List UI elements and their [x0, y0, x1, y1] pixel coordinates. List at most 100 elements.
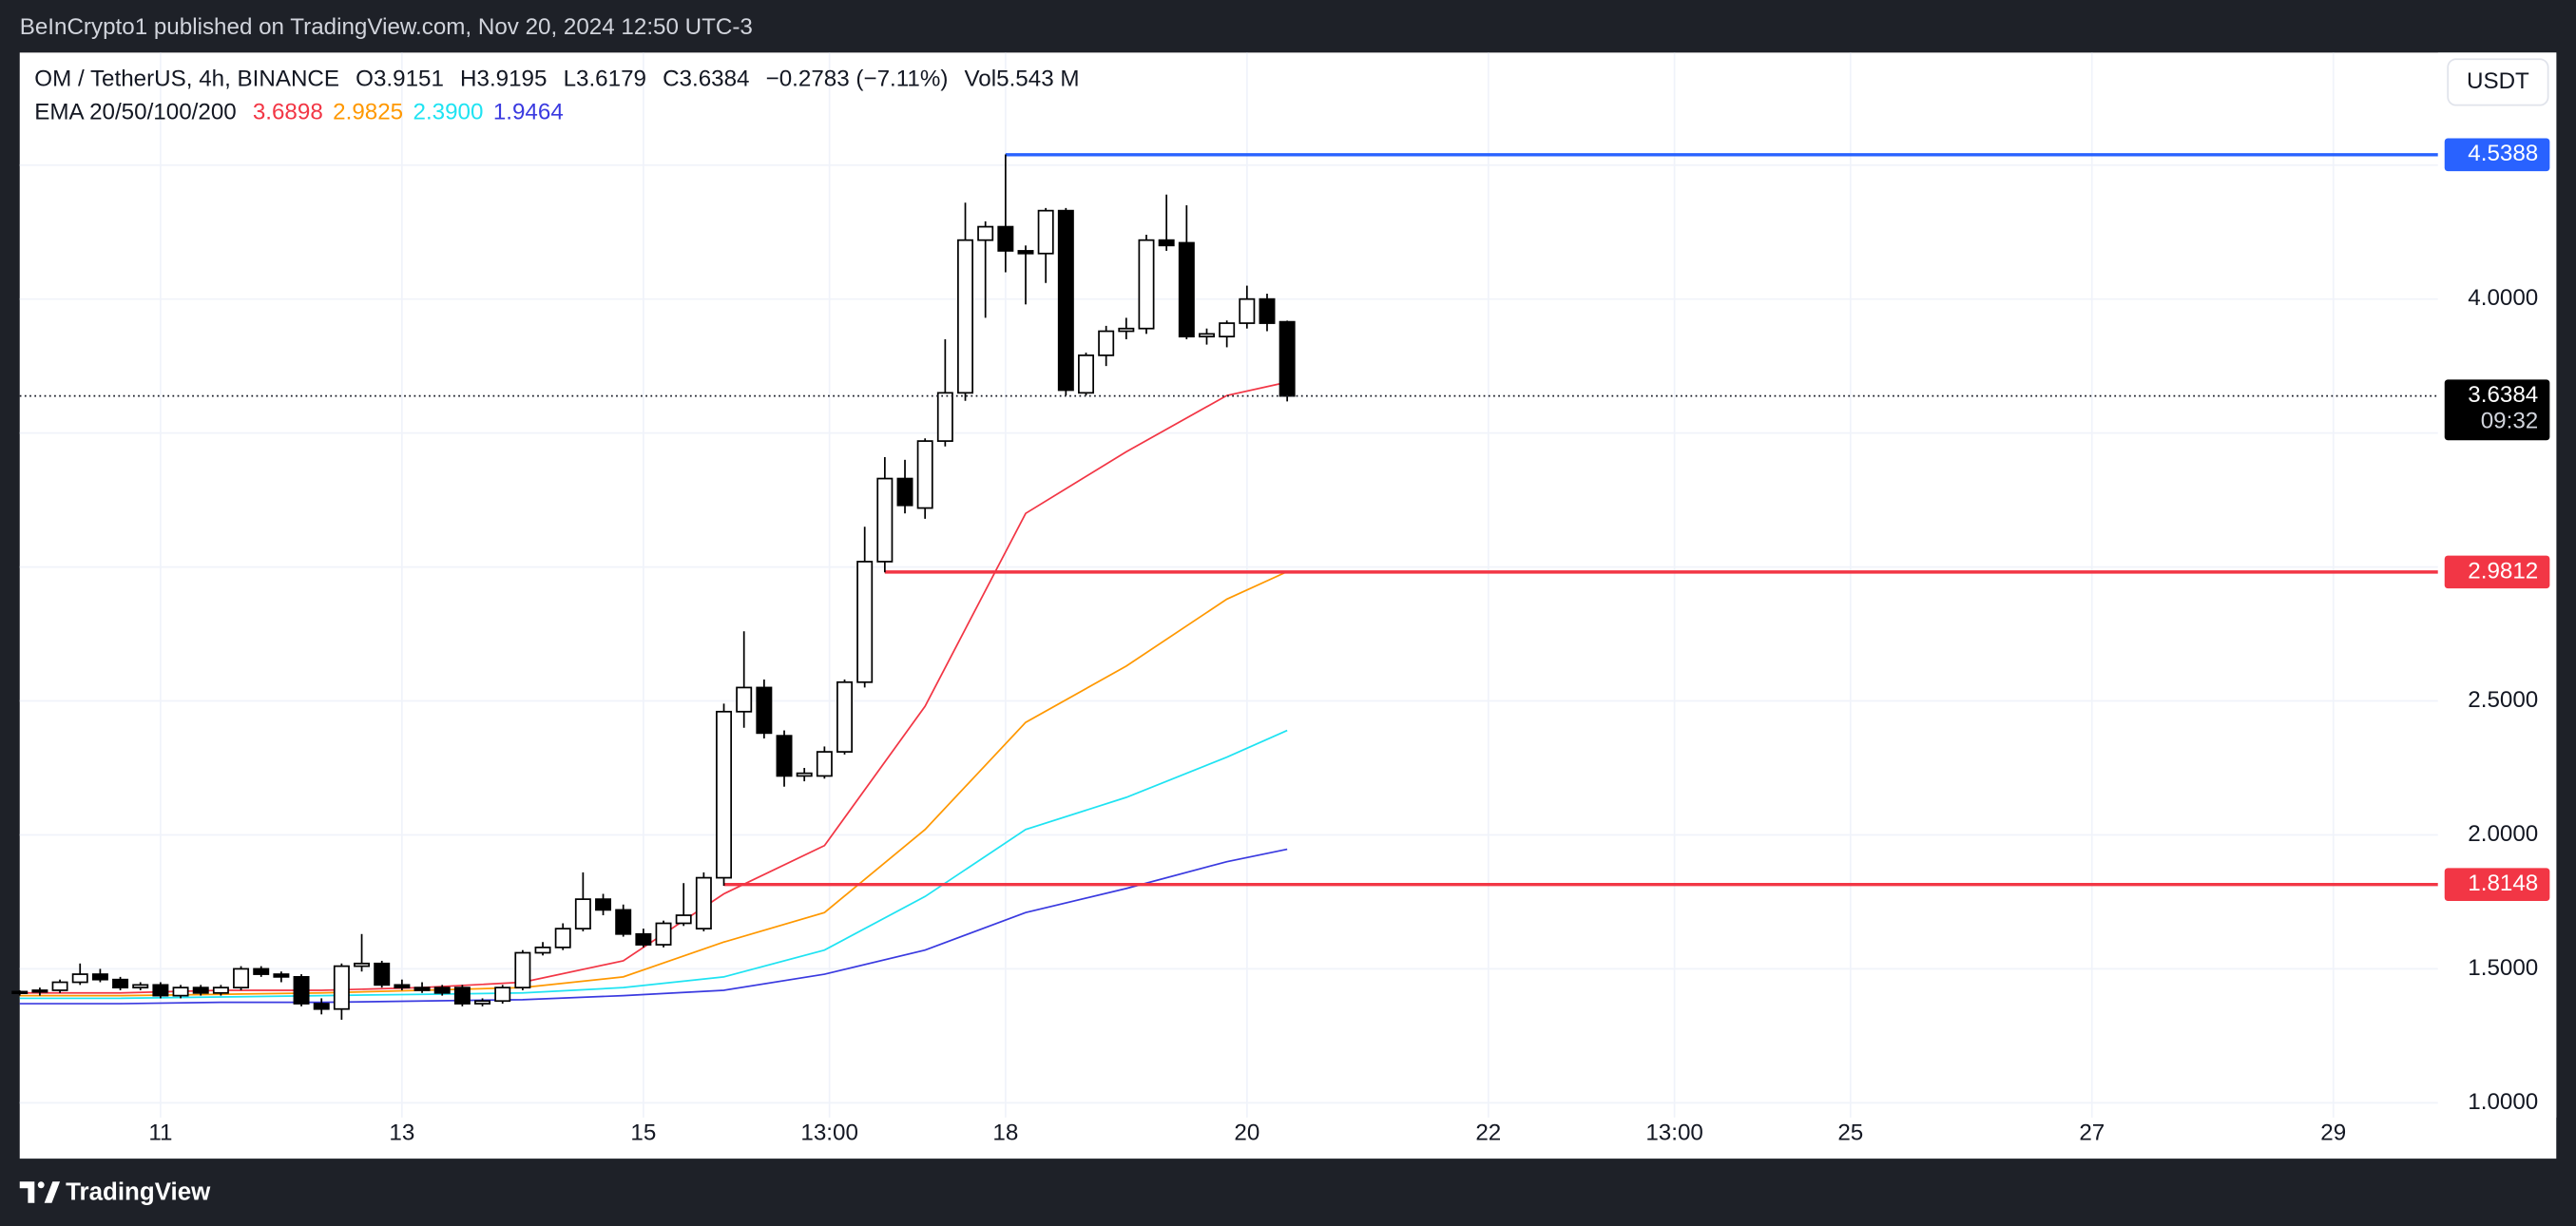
- level-label: 4.5388: [2468, 141, 2538, 166]
- ema-line: [19, 570, 1288, 997]
- logo-mark: [44, 1181, 61, 1203]
- candle-body: [635, 932, 652, 946]
- candle-body: [957, 239, 973, 394]
- y-tick-label: 2.5000: [2468, 687, 2538, 713]
- candle-body: [936, 392, 953, 442]
- levels: [723, 153, 2438, 887]
- candle-body: [554, 928, 571, 948]
- candle-body: [977, 225, 994, 241]
- brand: TradingView: [66, 1178, 211, 1205]
- candle-body: [1199, 333, 1215, 338]
- x-tick-label: 13: [389, 1121, 414, 1146]
- y-tick-label: 4.0000: [2468, 285, 2538, 311]
- candle-body: [916, 440, 933, 509]
- candle-body: [11, 990, 29, 994]
- countdown: 09:32: [2481, 409, 2539, 434]
- candle-body: [1239, 297, 1256, 324]
- ema-line: [19, 381, 1288, 994]
- candle-body: [132, 984, 149, 989]
- time-axis: 11 13 15 13:00 18 20 22 13:00 25 27 29: [148, 1121, 2346, 1146]
- candle-body: [433, 987, 451, 994]
- x-tick-label: 18: [992, 1121, 1018, 1146]
- volume: 5.543 M: [996, 67, 1079, 92]
- ohlc-value: 3.9151: [374, 67, 444, 92]
- x-tick-label: 11: [148, 1121, 172, 1146]
- candle-body: [1259, 297, 1276, 324]
- ema-line: [19, 848, 1288, 1005]
- x-tick-label: 15: [630, 1121, 656, 1146]
- candle-body: [595, 898, 612, 911]
- candle-body: [453, 987, 471, 1005]
- ohlc-prefix: L: [564, 67, 576, 92]
- brand-logo: [19, 1181, 61, 1203]
- candle-body: [1178, 241, 1195, 338]
- x-tick-label: 25: [1837, 1121, 1863, 1146]
- indicator-name: EMA 20/50/100/200: [34, 100, 236, 125]
- candle-body: [1037, 209, 1054, 255]
- logo-mark: [19, 1181, 35, 1203]
- candle-body: [655, 922, 672, 946]
- level-label: 1.8148: [2468, 871, 2538, 896]
- ohlc-value: 3.6179: [576, 67, 646, 92]
- candle-body: [212, 987, 229, 994]
- candle-body: [112, 978, 129, 989]
- candle-body: [273, 973, 290, 978]
- candle-body: [413, 987, 431, 991]
- ema-line: [19, 729, 1288, 1000]
- candle-body: [71, 973, 88, 984]
- currency[interactable]: USDT: [2467, 68, 2529, 94]
- candle-body: [233, 967, 250, 989]
- candle-body: [574, 898, 591, 929]
- level-label-box: [2444, 868, 2550, 901]
- candle-body: [1118, 327, 1135, 333]
- chart-pane: [19, 52, 2557, 1159]
- candle-body: [776, 735, 793, 777]
- candle-body: [1219, 322, 1236, 338]
- candle-body: [394, 984, 411, 989]
- logo-mark: [37, 1181, 45, 1189]
- price-label: 3.6384: [2468, 382, 2538, 408]
- x-tick-label: 29: [2320, 1121, 2346, 1146]
- y-tick-label: 1.5000: [2468, 955, 2538, 981]
- ema-value: 2.3900: [413, 100, 483, 125]
- candle-body: [172, 987, 189, 997]
- candle-body: [494, 987, 511, 1003]
- candle-body: [293, 976, 310, 1005]
- x-tick-label: 27: [2079, 1121, 2105, 1146]
- candle-body: [1057, 209, 1074, 392]
- ohlc-value: 3.6384: [680, 67, 750, 92]
- level-label-box: [2444, 138, 2550, 172]
- y-tick-label: 1.0000: [2468, 1089, 2538, 1115]
- candles: [11, 154, 1296, 1020]
- candle-body: [374, 962, 391, 987]
- y-tick-label: 2.0000: [2468, 821, 2538, 847]
- x-tick-label: 22: [1475, 1121, 1501, 1146]
- ohlc-prefix: H: [460, 67, 476, 92]
- candle-body: [354, 962, 371, 967]
- x-tick-label: 20: [1234, 1121, 1259, 1146]
- candle-body: [756, 686, 773, 735]
- level-label-box: [2444, 555, 2550, 589]
- ema-value: 3.6898: [253, 100, 323, 125]
- candle-body: [313, 1003, 330, 1010]
- ema-lines: [19, 381, 1288, 1005]
- ohlc-value: 3.9195: [476, 67, 547, 92]
- candle-body: [1158, 239, 1175, 247]
- legend: OM / TetherUS, 4h, BINANCE O3.9151 H3.91…: [34, 67, 1079, 125]
- legend-line: OM / TetherUS, 4h, BINANCE O3.9151 H3.91…: [34, 67, 1079, 92]
- candle-body: [51, 981, 68, 991]
- candle-body: [31, 989, 48, 993]
- candle-body: [876, 477, 894, 563]
- ohlc-prefix: C: [663, 67, 679, 92]
- ohlc-prefix: O: [356, 67, 374, 92]
- currency-button[interactable]: [2447, 58, 2549, 106]
- candle-body: [514, 951, 531, 989]
- candle-body: [91, 973, 108, 981]
- candle-body: [1017, 250, 1034, 255]
- candle-body: [736, 686, 753, 713]
- candle-body: [896, 477, 913, 507]
- candle-body: [816, 751, 833, 777]
- candle-body: [1138, 239, 1155, 330]
